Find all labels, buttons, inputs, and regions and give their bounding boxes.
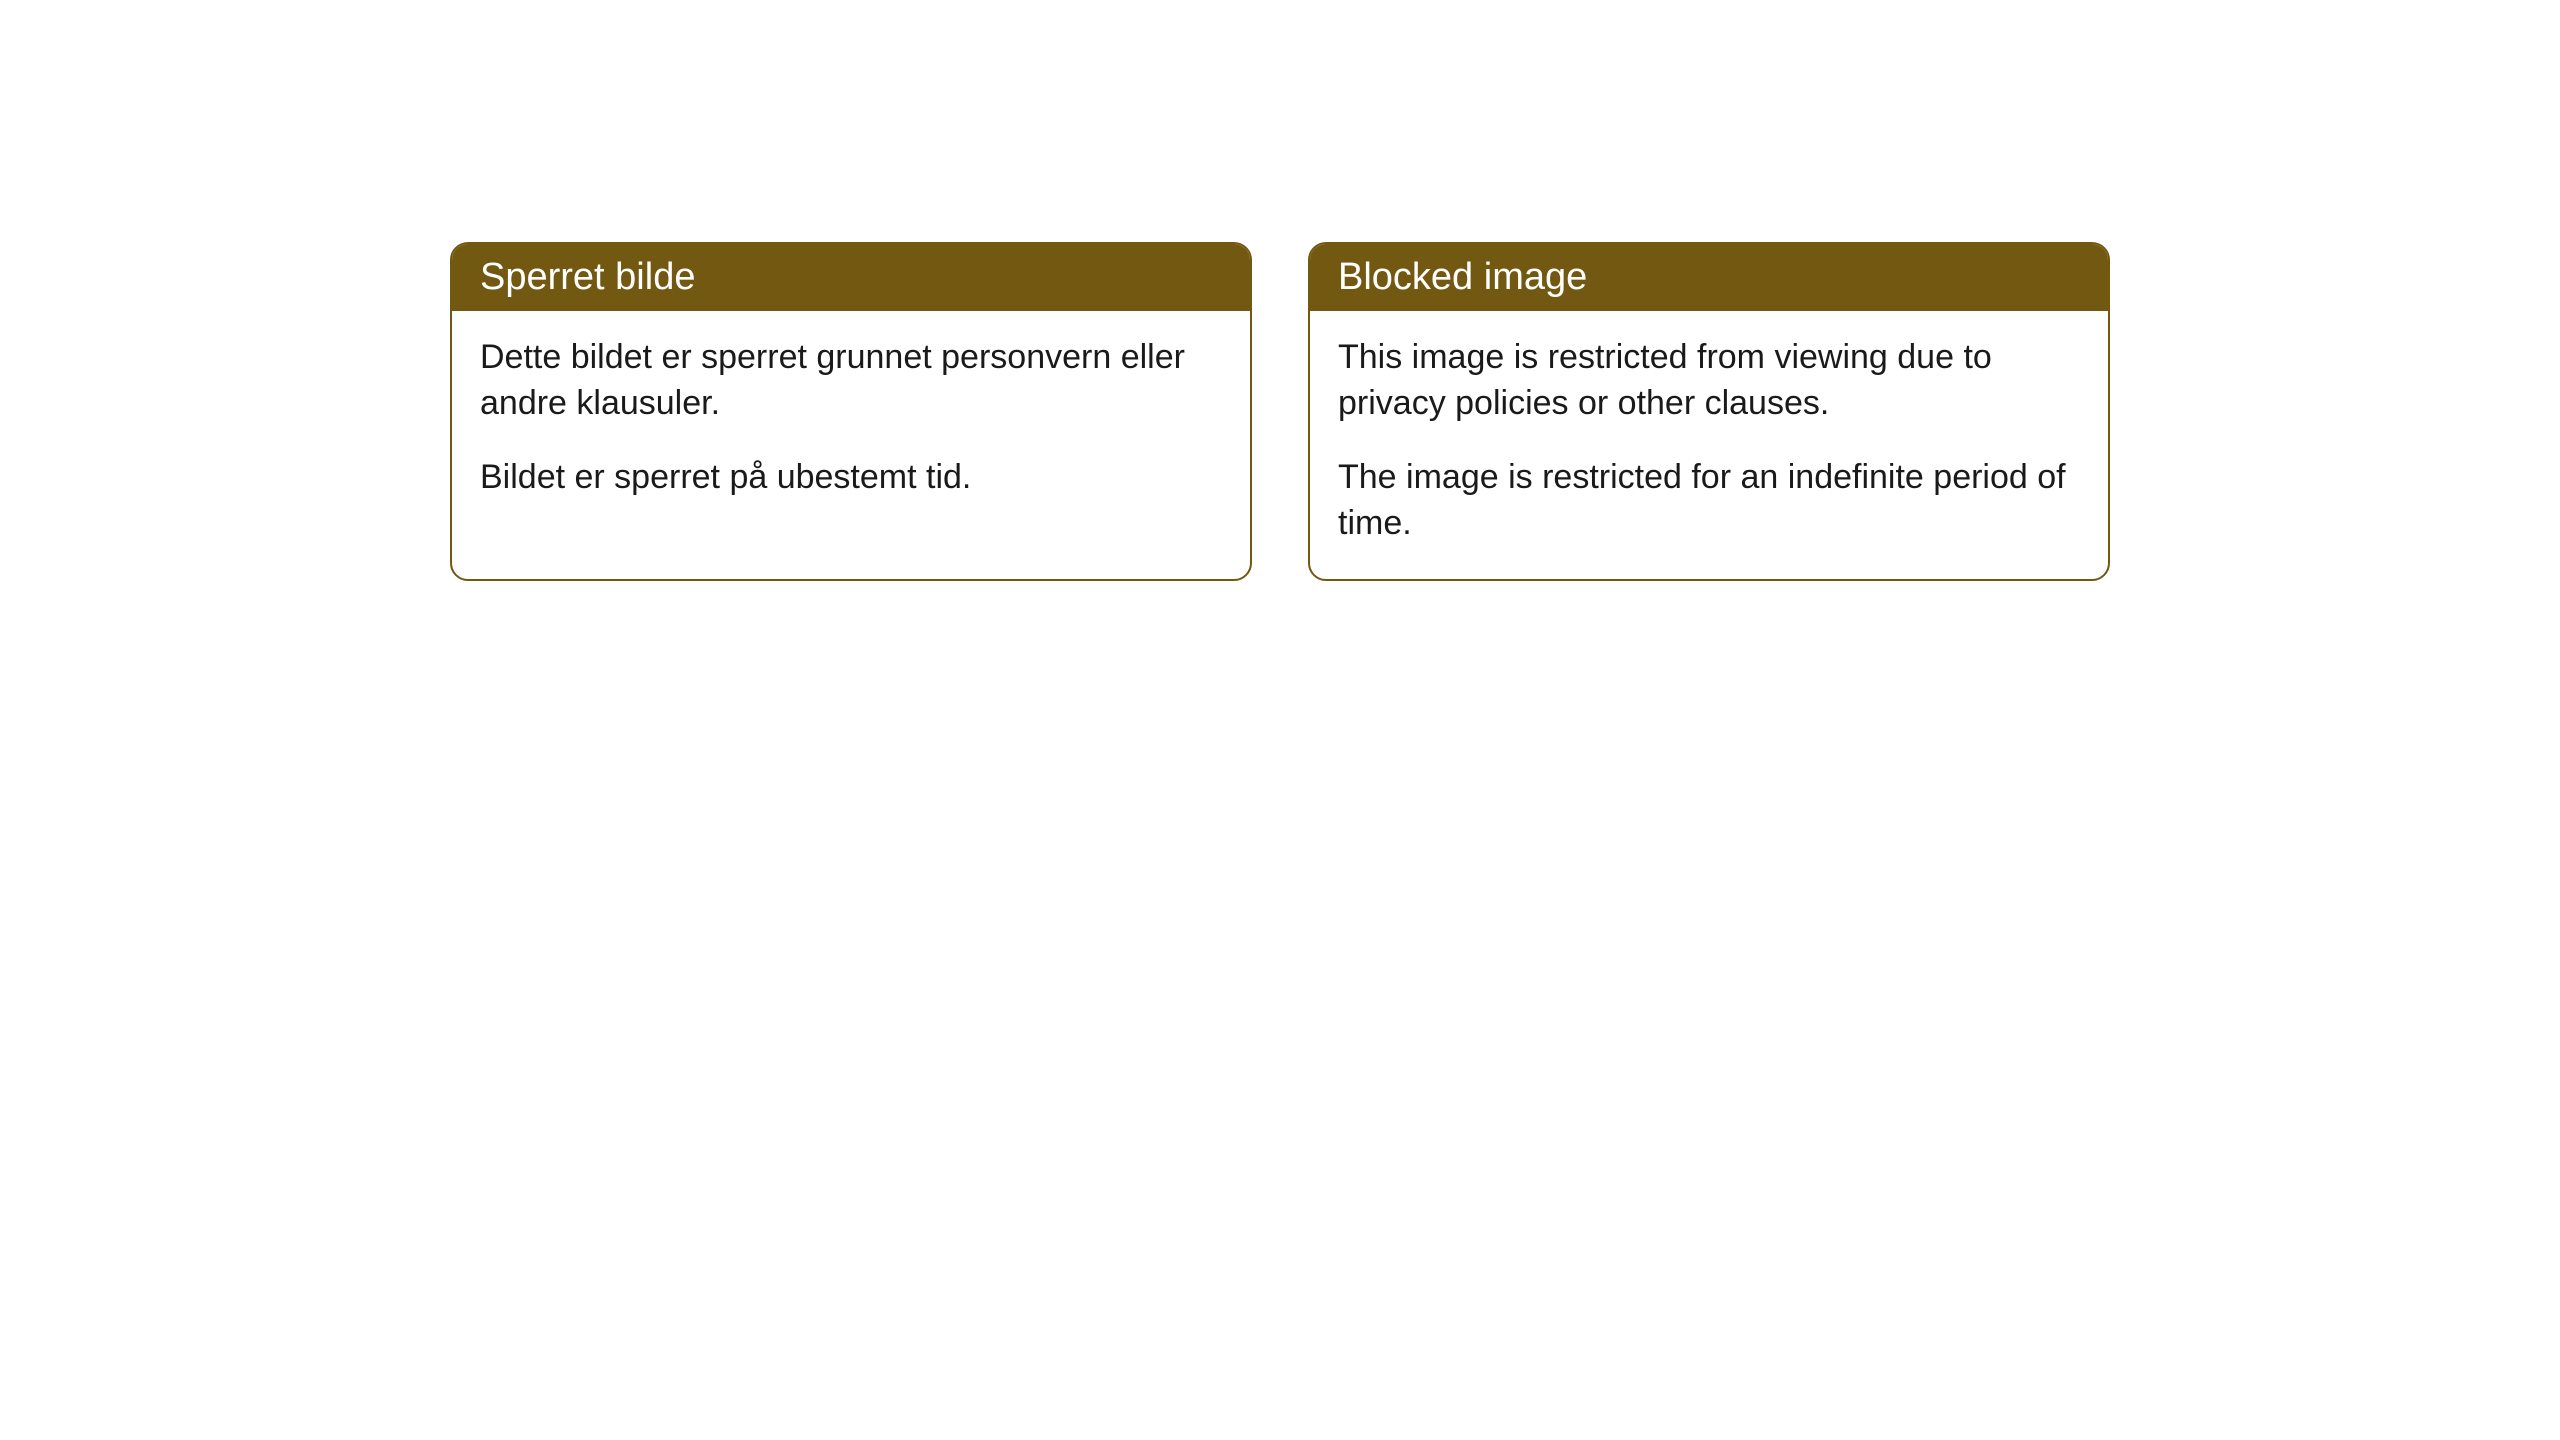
card-paragraph: Bildet er sperret på ubestemt tid. xyxy=(480,455,1222,501)
card-paragraph: This image is restricted from viewing du… xyxy=(1338,335,2080,427)
card-title: Blocked image xyxy=(1338,256,1587,298)
notice-card-norwegian: Sperret bilde Dette bildet er sperret gr… xyxy=(450,242,1252,581)
card-body: This image is restricted from viewing du… xyxy=(1310,311,2108,579)
notice-container: Sperret bilde Dette bildet er sperret gr… xyxy=(0,0,2560,581)
card-header: Blocked image xyxy=(1310,244,2108,311)
card-paragraph: The image is restricted for an indefinit… xyxy=(1338,455,2080,547)
card-header: Sperret bilde xyxy=(452,244,1250,311)
card-paragraph: Dette bildet er sperret grunnet personve… xyxy=(480,335,1222,427)
card-body: Dette bildet er sperret grunnet personve… xyxy=(452,311,1250,533)
notice-card-english: Blocked image This image is restricted f… xyxy=(1308,242,2110,581)
card-title: Sperret bilde xyxy=(480,256,695,298)
